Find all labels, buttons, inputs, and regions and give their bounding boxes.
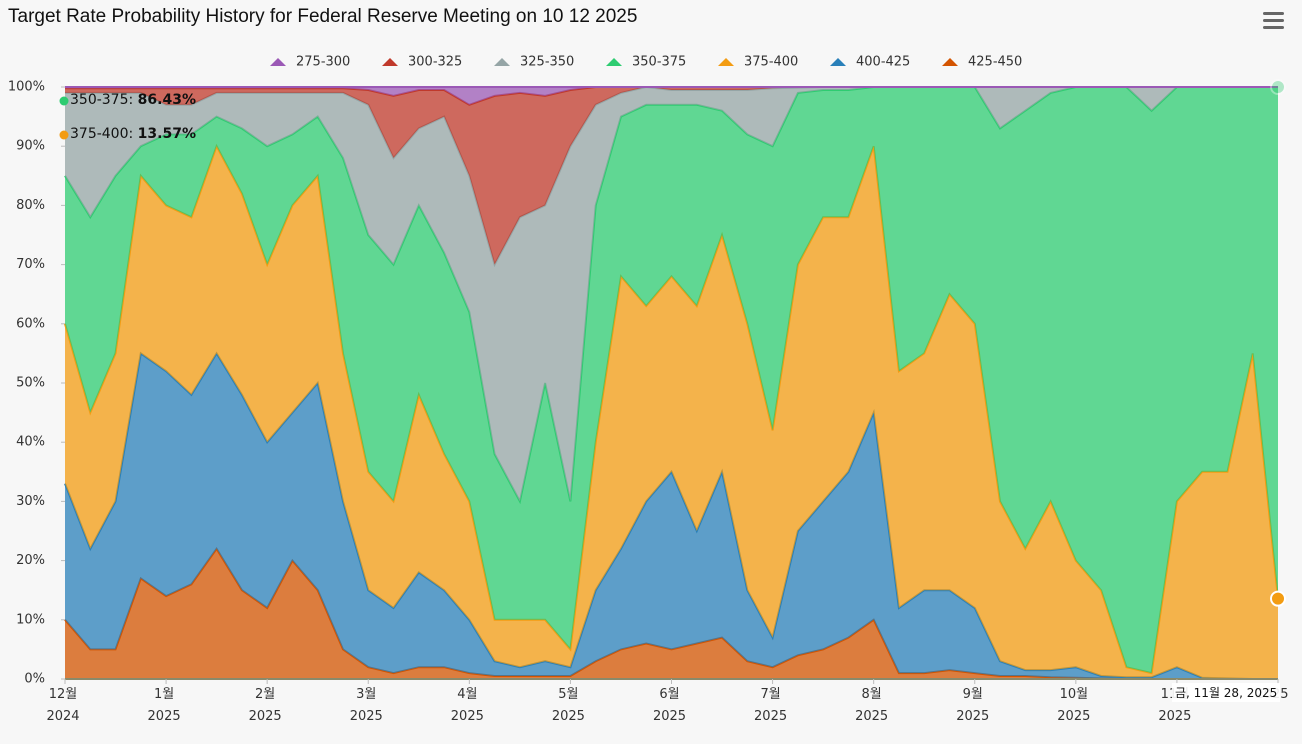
legend-item[interactable]: 275-300 [270,55,350,70]
x-tick-label: 3월 2025 [349,687,383,724]
legend-item[interactable]: 325-350 [494,55,574,70]
tooltip-value: 86.43% [137,92,196,108]
legend-item[interactable]: 350-375 [606,55,686,70]
x-tick-label: 1월 2025 [147,687,181,724]
legend-label: 425-450 [968,55,1022,70]
legend-marker [830,58,846,66]
menu-icon[interactable] [1263,12,1284,29]
x-tick-label: 7월 2025 [754,687,788,724]
area [65,353,1278,679]
x-tick-label: 4월 2025 [450,687,484,724]
y-tick-label: 50% [16,376,45,391]
tooltip-dot [59,130,69,140]
x-tick-label: 12월 2024 [46,687,80,724]
tooltip-series: 375-400 [70,126,129,142]
legend-marker [942,58,958,66]
x-tick-label: 10월 2025 [1057,687,1091,724]
area [65,548,1278,679]
separator: : [128,126,138,142]
areas [64,85,1279,680]
legend-marker [606,58,622,66]
legend-label: 375-400 [744,55,798,70]
legend-item[interactable]: 300-325 [382,55,462,70]
x-tick-label: 2월 2025 [248,687,282,724]
menu-bar [1263,12,1284,15]
legend-label: 300-325 [408,55,462,70]
legend-marker [270,58,286,66]
legend-item[interactable]: 425-450 [942,55,1022,70]
legend-marker [494,58,510,66]
legend-item[interactable]: 375-400 [718,55,798,70]
legend-marker [382,58,398,66]
area [65,87,1278,265]
x-tick-label: 5월 2025 [551,687,585,724]
y-tick-label: 100% [8,80,45,95]
tooltip-dot [59,96,69,106]
legend-label: 350-375 [632,55,686,70]
menu-bar [1263,26,1284,29]
legend-label: 325-350 [520,55,574,70]
y-tick-label: 10% [16,612,45,627]
legend-item[interactable]: 400-425 [830,55,910,70]
y-tick-label: 30% [16,494,45,509]
separator: : [128,92,138,108]
legend-label: 275-300 [296,55,350,70]
area [65,87,1278,674]
legend-label: 400-425 [856,55,910,70]
y-tick-label: 60% [16,316,45,331]
y-tick-label: 90% [16,139,45,154]
y-tick-label: 20% [16,553,45,568]
tooltip-series: 350-375 [70,92,129,108]
hover-point [1270,590,1286,607]
legend-marker [718,58,734,66]
area [65,87,1278,502]
hover-point [1270,79,1286,95]
tooltip-date: 금, 11월 28, 2025 [1172,683,1281,702]
x-tick-label: 8월 2025 [855,687,889,724]
area [65,146,1278,679]
y-tick-label: 0% [24,672,45,687]
y-tick-label: 80% [16,198,45,213]
y-tick-label: 70% [16,257,45,272]
chart-title: Target Rate Probability History for Fede… [8,6,638,27]
x-tick-label: 9월 2025 [956,687,990,724]
y-tick-label: 40% [16,435,45,450]
tooltip-item: 350-375: 86.43% [70,92,196,108]
tooltip-item: 375-400: 13.57% [70,126,196,142]
menu-bar [1263,19,1284,22]
legend: 275-300 300-325 325-350 350-375 375-400 400-4… [270,55,1022,70]
x-tick-label: 6월 2025 [652,687,687,724]
tooltip-value: 13.57% [137,126,196,142]
